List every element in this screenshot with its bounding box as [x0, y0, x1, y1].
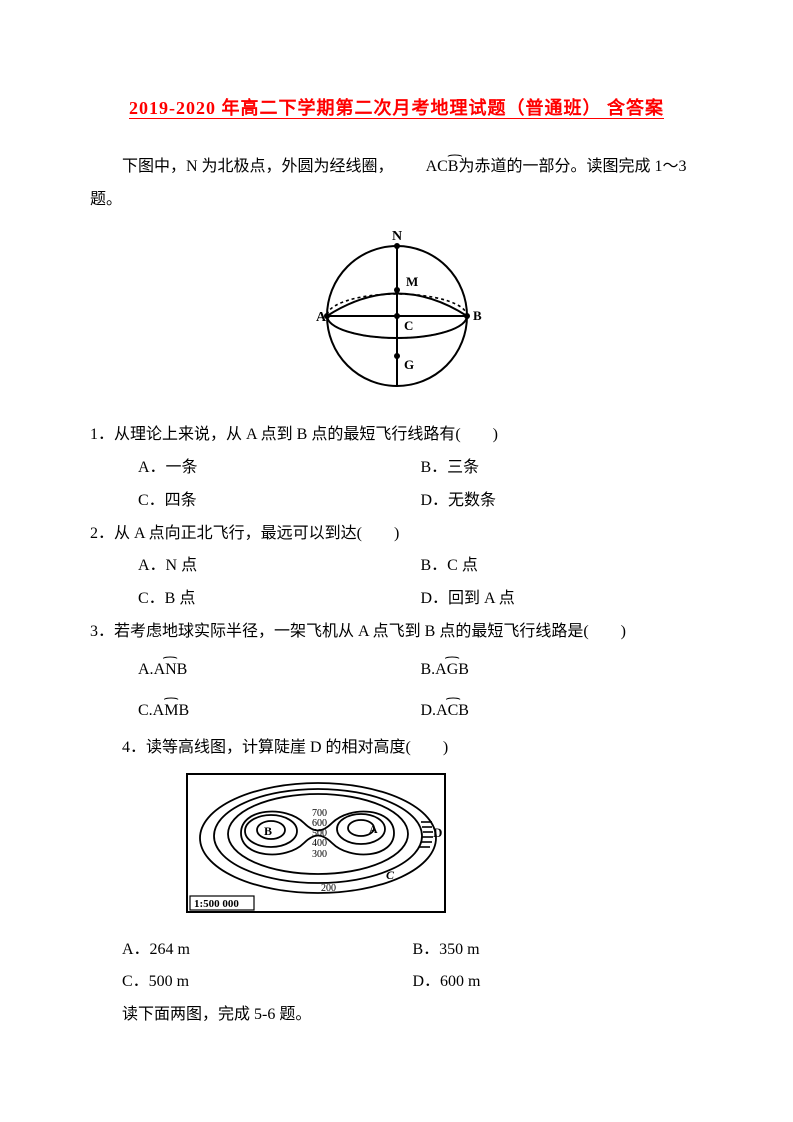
- q4-opt-d: D．600 m: [413, 966, 704, 999]
- contour-scale: 1:500 000: [194, 898, 239, 910]
- q2-opt-d: D．回到 A 点: [421, 583, 704, 616]
- contour-c: C: [386, 868, 395, 882]
- q3-opts: A.ANB B.AGB: [138, 649, 703, 691]
- q4-opts: A．264 m B．350 m: [122, 934, 703, 967]
- contour-l-400: 400: [312, 838, 327, 849]
- globe-svg: N M A B C G: [302, 226, 492, 396]
- globe-figure: N M A B C G: [90, 226, 703, 409]
- q3-stem: 3．若考虑地球实际半径，一架飞机从 A 点飞到 B 点的最短飞行线路是( ): [90, 616, 703, 649]
- contour-b: B: [264, 824, 272, 838]
- q2-opts-row2: C．B 点 D．回到 A 点: [138, 583, 703, 616]
- globe-label-g: G: [404, 357, 414, 372]
- q1-opt-a: A．一条: [138, 452, 421, 485]
- q2-opt-c: C．B 点: [138, 583, 421, 616]
- globe-label-b: B: [473, 308, 482, 323]
- q3-opt-b: B.AGB: [421, 649, 704, 691]
- q1-opts: A．一条 B．三条: [138, 452, 703, 485]
- q3-opt-d: D.ACB: [421, 690, 704, 732]
- q4-opt-a: A．264 m: [122, 934, 413, 967]
- contour-a: A: [369, 822, 378, 836]
- q4-opt-c: C．500 m: [122, 966, 413, 999]
- q4-stem: 4．读等高线图，计算陡崖 D 的相对高度( ): [122, 732, 703, 765]
- q3-opt-a: A.ANB: [138, 649, 421, 691]
- contour-l-200: 200: [321, 883, 336, 894]
- globe-label-c: C: [404, 318, 413, 333]
- q1-opt-b: B．三条: [421, 452, 704, 485]
- q2-stem: 2．从 A 点向正北飞行，最远可以到达( ): [90, 518, 703, 551]
- contour-d: D: [433, 825, 442, 840]
- q2-opt-a: A．N 点: [138, 550, 421, 583]
- q2-opt-b: B．C 点: [421, 550, 704, 583]
- q3-opts-row2: C.AMB D.ACB: [138, 690, 703, 732]
- contour-svg: B A D C 700 600 500 400 300 200 1:500 00…: [186, 773, 446, 913]
- arc-acb: ACB: [394, 151, 459, 184]
- q4-opts-row2: C．500 m D．600 m: [122, 966, 703, 999]
- q4-opt-b: B．350 m: [413, 934, 704, 967]
- contour-figure: B A D C 700 600 500 400 300 200 1:500 00…: [186, 773, 703, 926]
- globe-label-a: A: [316, 310, 327, 325]
- q1-stem: 1．从理论上来说，从 A 点到 B 点的最短飞行线路有( ): [90, 419, 703, 452]
- q2-opts: A．N 点 B．C 点: [138, 550, 703, 583]
- q3-opt-c: C.AMB: [138, 690, 421, 732]
- q1-opt-d: D．无数条: [421, 485, 704, 518]
- contour-l-300: 300: [312, 849, 327, 860]
- globe-label-m: M: [406, 274, 418, 289]
- globe-label-n: N: [391, 229, 401, 244]
- next-instruction: 读下面两图，完成 5-6 题。: [122, 999, 703, 1032]
- q1-opt-c: C．四条: [138, 485, 421, 518]
- exam-page: 2019-2020 年高二下学期第二次月考地理试题（普通班） 含答案 下图中，N…: [0, 0, 793, 1122]
- page-title: 2019-2020 年高二下学期第二次月考地理试题（普通班） 含答案: [90, 90, 703, 127]
- intro-text: 下图中，N 为北极点，外圆为经线圈，ACB为赤道的一部分。读图完成 1～3 题。: [90, 151, 703, 217]
- q1-opts-row2: C．四条 D．无数条: [138, 485, 703, 518]
